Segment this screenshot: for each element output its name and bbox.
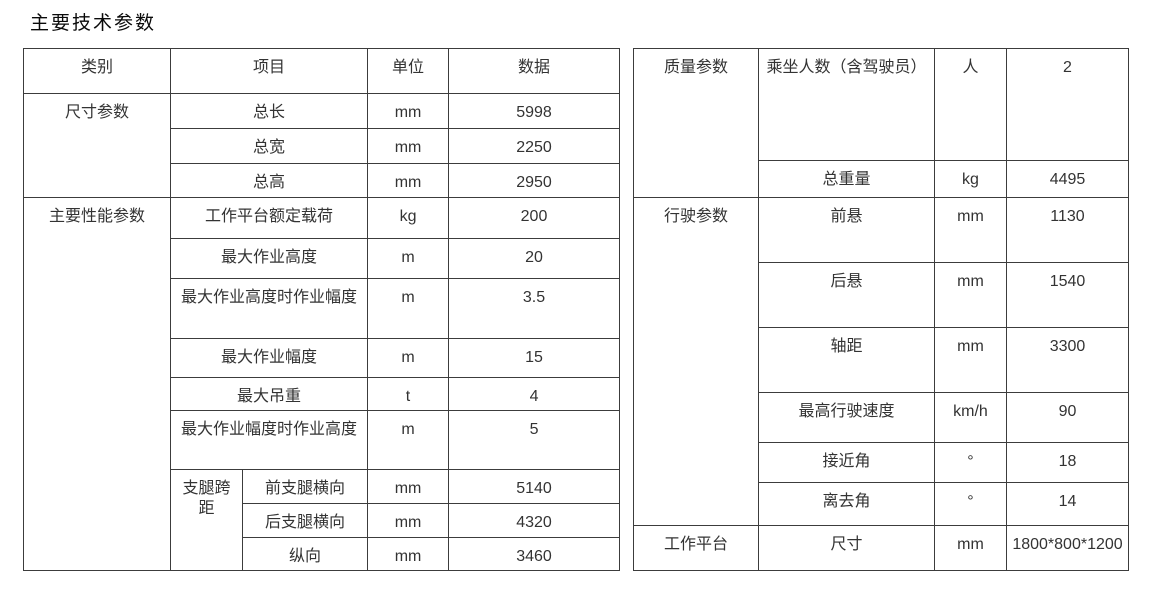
- item-cell: 总长: [169, 93, 369, 129]
- unit-cell: mm: [367, 503, 450, 538]
- item-cell: 总高: [169, 163, 369, 198]
- item-cell: 尺寸: [758, 525, 935, 571]
- col-header-category: 类别: [23, 48, 171, 94]
- value-cell: 18: [1006, 442, 1129, 483]
- col-header-unit: 单位: [367, 48, 450, 94]
- table-row: 尺寸参数 总长 mm 5998: [23, 93, 621, 198]
- unit-cell: m: [367, 338, 450, 378]
- unit-cell: mm: [934, 262, 1007, 328]
- table-row: 后悬 mm 1540: [634, 262, 1129, 328]
- unit-cell: mm: [934, 525, 1007, 571]
- col-header-item: 项目: [169, 48, 369, 94]
- item-cell: 轴距: [758, 327, 935, 393]
- table-row: 最高行驶速度 km/h 90: [634, 392, 1129, 443]
- table-row: 总重量 kg 4495: [634, 160, 1129, 198]
- category-cell: 工作平台: [633, 525, 759, 571]
- item-cell: 最大作业高度: [169, 238, 369, 279]
- item-cell: 前支腿横向: [241, 469, 369, 504]
- table-row: 纵向 mm 3460: [24, 537, 621, 571]
- item-cell: 最大作业幅度时作业高度: [169, 410, 369, 470]
- table-row: 接近角 ° 18: [634, 442, 1129, 483]
- item-cell: 后支腿横向: [241, 503, 369, 538]
- unit-cell: mm: [934, 327, 1007, 393]
- value-cell: 5140: [448, 469, 621, 504]
- spec-table-right: 质量参数 乘坐人数（含驾驶员） 人 2 总重量 kg 4495 行驶参数 前悬 …: [633, 48, 1129, 571]
- value-cell: 5: [448, 410, 621, 470]
- item-cell: 工作平台额定载荷: [169, 197, 369, 239]
- table-row: 最大作业幅度时作业高度 m 5: [24, 410, 621, 470]
- value-cell: 14: [1006, 482, 1129, 526]
- item-cell: 接近角: [758, 442, 935, 483]
- unit-cell: mm: [934, 197, 1007, 263]
- category-cell: 主要性能参数: [23, 197, 171, 571]
- value-cell: 15: [448, 338, 621, 378]
- table-row: 质量参数 乘坐人数（含驾驶员） 人 2: [633, 48, 1129, 198]
- table-row: 最大作业高度时作业幅度 m 3.5: [24, 278, 621, 339]
- category-cell: 尺寸参数: [23, 93, 171, 198]
- value-cell: 5998: [448, 93, 621, 129]
- unit-cell: mm: [367, 163, 450, 198]
- unit-cell: m: [367, 278, 450, 339]
- table-row: 工作平台 尺寸 mm 1800*800*1200: [633, 525, 1129, 571]
- item-cell: 总重量: [758, 160, 935, 198]
- value-cell: 3460: [448, 537, 621, 571]
- value-cell: 2950: [448, 163, 621, 198]
- unit-cell: mm: [367, 469, 450, 504]
- table-row: 行驶参数 前悬 mm 1130: [633, 197, 1129, 526]
- item-cell: 后悬: [758, 262, 935, 328]
- table-row: 离去角 ° 14: [634, 482, 1129, 526]
- page-title: 主要技术参数: [30, 13, 157, 34]
- table-row: 总宽 mm 2250: [24, 128, 621, 164]
- item-cell: 离去角: [758, 482, 935, 526]
- header-row: 类别 项目 单位 数据: [23, 48, 621, 94]
- unit-cell: kg: [367, 197, 450, 239]
- value-cell: 20: [448, 238, 621, 279]
- unit-cell: m: [367, 238, 450, 279]
- spec-table-left: 类别 项目 单位 数据 尺寸参数 总长 mm 5998 总宽 mm 2250 总…: [23, 48, 621, 571]
- unit-cell: °: [934, 482, 1007, 526]
- unit-cell: °: [934, 442, 1007, 483]
- table-row: 主要性能参数 工作平台额定载荷 kg 200: [23, 197, 621, 571]
- item-cell: 最大作业高度时作业幅度: [169, 278, 369, 339]
- table-row: 最大吊重 t 4: [24, 377, 621, 411]
- value-cell: 2250: [448, 128, 621, 164]
- unit-cell: m: [367, 410, 450, 470]
- value-cell: 4: [448, 377, 621, 411]
- value-cell: 1540: [1006, 262, 1129, 328]
- value-cell: 4320: [448, 503, 621, 538]
- value-cell: 90: [1006, 392, 1129, 443]
- table-row: 总高 mm 2950: [24, 163, 621, 198]
- table-row: 最大作业幅度 m 15: [24, 338, 621, 378]
- item-cell: 最高行驶速度: [758, 392, 935, 443]
- unit-cell: km/h: [934, 392, 1007, 443]
- item-cell: 总宽: [169, 128, 369, 164]
- unit-cell: mm: [367, 93, 450, 129]
- unit-cell: mm: [367, 128, 450, 164]
- category-cell: 行驶参数: [633, 197, 759, 526]
- value-cell: 200: [448, 197, 621, 239]
- subcategory-cell: 支腿跨距: [170, 469, 243, 571]
- unit-cell: kg: [934, 160, 1007, 198]
- value-cell: 1800*800*1200: [1006, 525, 1129, 571]
- item-cell: 乘坐人数（含驾驶员）: [758, 48, 935, 161]
- value-cell: 4495: [1006, 160, 1129, 198]
- unit-cell: mm: [367, 537, 450, 571]
- category-cell: 质量参数: [633, 48, 759, 198]
- unit-cell: 人: [934, 48, 1007, 161]
- col-header-value: 数据: [448, 48, 621, 94]
- table-row: 支腿跨距 前支腿横向 mm 5140: [24, 469, 621, 571]
- value-cell: 3300: [1006, 327, 1129, 393]
- item-cell: 前悬: [758, 197, 935, 263]
- unit-cell: t: [367, 377, 450, 411]
- item-cell: 纵向: [241, 537, 369, 571]
- value-cell: 3.5: [448, 278, 621, 339]
- value-cell: 2: [1006, 48, 1129, 161]
- value-cell: 1130: [1006, 197, 1129, 263]
- item-cell: 最大作业幅度: [169, 338, 369, 378]
- item-cell: 最大吊重: [169, 377, 369, 411]
- table-row: 最大作业高度 m 20: [24, 238, 621, 279]
